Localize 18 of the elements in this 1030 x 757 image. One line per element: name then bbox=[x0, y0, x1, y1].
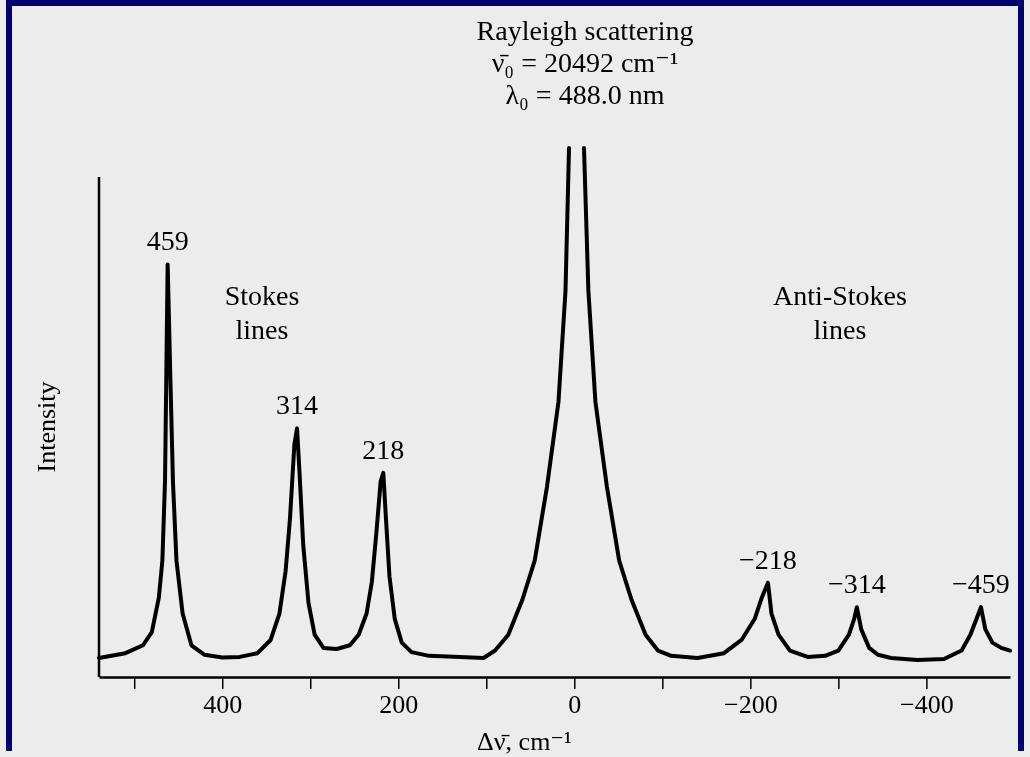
text: Rayleigh scattering bbox=[476, 15, 694, 46]
annotation: Stokes lines bbox=[224, 280, 300, 345]
x-tick-label: −200 bbox=[724, 690, 778, 720]
annotation: 218 bbox=[362, 433, 405, 465]
annotation: 314 bbox=[276, 389, 319, 421]
annotation: −459 bbox=[952, 568, 1010, 600]
annotation: 459 bbox=[146, 225, 189, 257]
text: λ₀ = 488.0 nm bbox=[505, 79, 665, 110]
annotation: −314 bbox=[827, 568, 886, 600]
y-axis-title: Intensity bbox=[32, 381, 61, 473]
x-tick-label: −400 bbox=[900, 690, 954, 720]
annotation: −218 bbox=[739, 543, 797, 575]
x-tick-label: 400 bbox=[203, 690, 243, 720]
x-tick-label: 0 bbox=[568, 690, 582, 720]
x-tick-label: 200 bbox=[379, 690, 419, 720]
text: ν̄₀ = 20492 cm⁻¹ bbox=[491, 47, 679, 78]
x-axis-title: Δν̄, cm⁻¹ bbox=[477, 727, 572, 756]
annotation: Anti-Stokes lines bbox=[773, 280, 907, 345]
